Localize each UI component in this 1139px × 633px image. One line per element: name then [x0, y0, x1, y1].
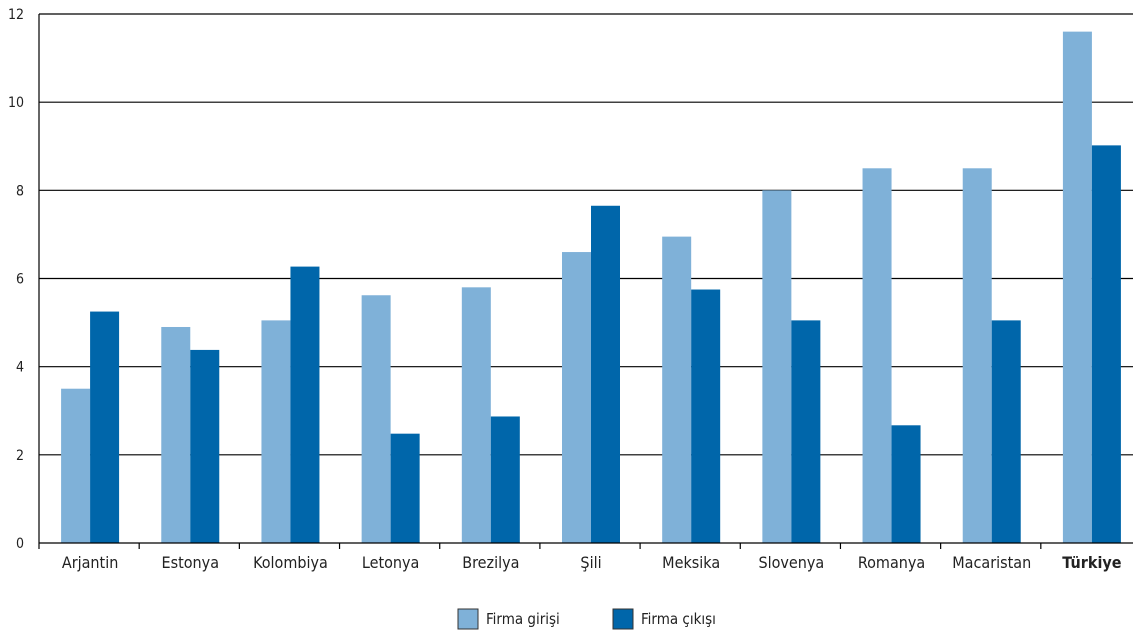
legend-label-firma-cikisi: Firma çıkışı	[641, 610, 716, 628]
bar-macaristan-firma-girisi	[962, 168, 992, 543]
y-tick-label-8: 8	[16, 183, 24, 199]
x-category-label: Letonya	[362, 553, 420, 572]
x-category-label: Meksika	[662, 553, 720, 572]
bar-slovenya-firma-cikisi	[791, 320, 821, 543]
bar-romanya-firma-cikisi	[891, 425, 921, 543]
bar-arjantin-firma-girisi	[61, 388, 91, 543]
bar-romanya-firma-girisi	[862, 168, 892, 543]
x-category-label: Slovenya	[758, 553, 824, 572]
y-tick-label-6: 6	[16, 272, 24, 288]
x-category-label: Romanya	[858, 553, 925, 572]
bar-şili-firma-cikisi	[591, 205, 620, 543]
bar-brezilya-firma-cikisi	[490, 416, 520, 543]
bars	[61, 31, 1121, 544]
x-axis-category-labels: Arjantin Estonya Kolombiya Letonya Brezilya Ş…	[62, 553, 1122, 572]
x-category-label: Şili	[580, 553, 601, 572]
x-category-label: Kolombiya	[253, 553, 328, 572]
bar-macaristan-firma-cikisi	[991, 320, 1021, 543]
y-tick-label-10: 10	[8, 95, 24, 111]
axes	[38, 14, 1133, 544]
x-category-label: Macaristan	[952, 553, 1031, 572]
bar-meksika-firma-cikisi	[691, 289, 721, 543]
y-axis-tick-labels: 0 2 4 6 8 10 12	[8, 7, 24, 552]
legend-swatch-firma-girisi	[457, 608, 479, 630]
legend: Firma girişi Firma çıkışı	[457, 608, 716, 630]
x-category-label: Türkiye	[1062, 553, 1122, 572]
bar-estonya-firma-girisi	[161, 326, 191, 543]
bar-arjantin-firma-cikisi	[90, 311, 120, 543]
y-tick-label-12: 12	[8, 7, 24, 23]
bar-şili-firma-girisi	[562, 252, 591, 544]
x-axis-ticks	[38, 543, 1042, 549]
bar-türkiye-firma-cikisi	[1091, 145, 1121, 543]
x-category-label: Estonya	[162, 553, 220, 572]
x-category-label: Arjantin	[62, 553, 118, 572]
bar-brezilya-firma-girisi	[461, 287, 491, 543]
bar-letonya-firma-cikisi	[390, 433, 420, 543]
y-tick-label-2: 2	[16, 448, 24, 464]
bar-letonya-firma-girisi	[361, 295, 391, 543]
bar-kolombiya-firma-girisi	[261, 320, 291, 543]
bar-meksika-firma-girisi	[662, 236, 692, 543]
y-tick-label-4: 4	[16, 360, 24, 376]
legend-label-firma-girisi: Firma girişi	[486, 610, 560, 628]
y-tick-label-0: 0	[16, 536, 24, 552]
bar-slovenya-firma-girisi	[762, 190, 792, 544]
bar-estonya-firma-cikisi	[190, 349, 220, 543]
bar-kolombiya-firma-cikisi	[290, 266, 320, 543]
legend-swatch-firma-cikisi	[612, 608, 634, 630]
bar-türkiye-firma-girisi	[1062, 31, 1092, 544]
x-category-label: Brezilya	[462, 553, 519, 572]
